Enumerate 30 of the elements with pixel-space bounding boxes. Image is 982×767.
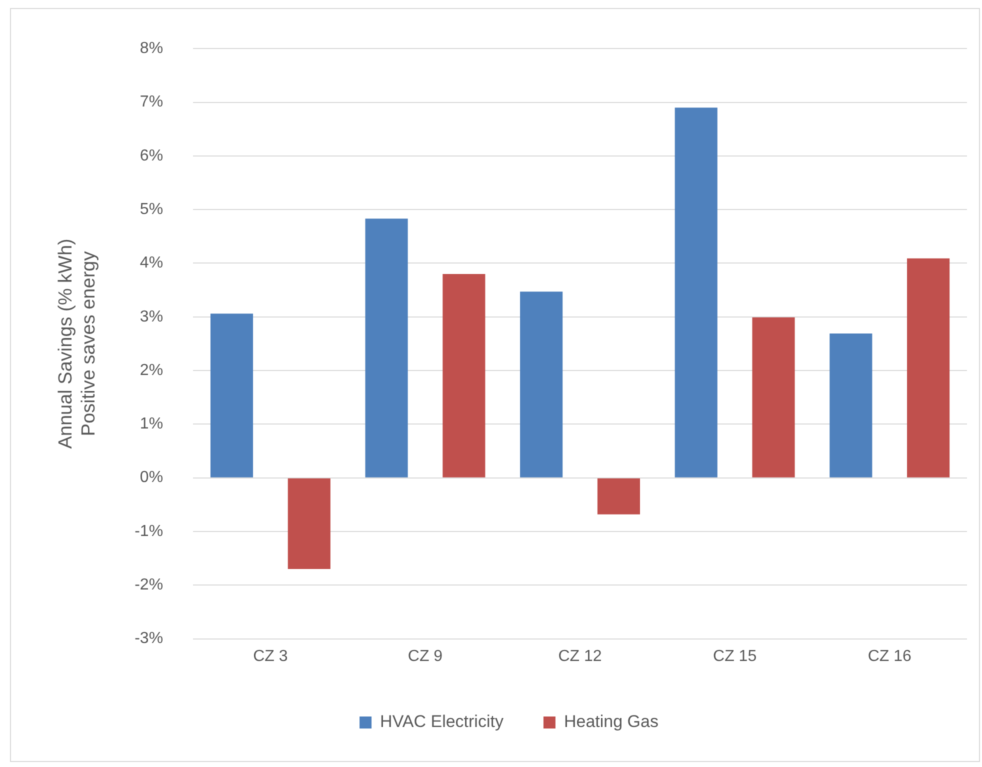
bar [907,258,950,478]
y-axis-title: Annual Savings (% kWh) Positive saves energy [56,238,100,449]
y-tick-label: 8% [140,40,164,58]
y-tick-label: 6% [140,147,164,164]
y-tick-label: -2% [134,576,164,594]
legend-label: Heating Gas [564,712,658,732]
bar [365,218,408,478]
y-tick-label: 4% [140,254,164,272]
x-tick-label: CZ 9 [408,648,443,665]
bar [752,317,795,478]
y-tick-label: 0% [140,469,164,486]
y-tick-label: 7% [140,94,164,111]
bar [520,292,563,478]
bar [210,314,254,478]
y-tick-label: 1% [140,416,164,433]
x-tick-label: CZ 3 [253,648,288,665]
bar [288,478,330,570]
bar [442,274,486,478]
y-tick-label: -1% [134,522,164,540]
y-tick-label: 5% [140,200,164,218]
legend-label: HVAC Electricity [380,712,504,732]
x-tick-label: CZ 12 [558,648,602,665]
bar [830,334,872,478]
y-tick-label: 3% [140,308,164,326]
y-tick-label: 2% [140,362,164,379]
bar [674,108,718,478]
bar [597,478,640,514]
x-tick-label: CZ 16 [868,648,912,665]
x-tick-label: CZ 15 [713,648,757,665]
y-tick-label: -3% [134,630,164,648]
